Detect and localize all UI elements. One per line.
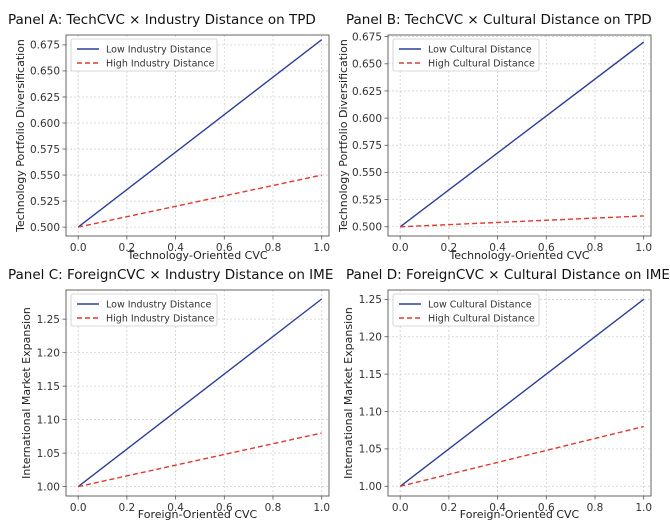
y-tick-label: 0.600: [352, 113, 382, 125]
x-tick-label: 0.8: [587, 242, 604, 254]
low-distance-line: [399, 298, 645, 487]
y-tick-label: 0.650: [30, 66, 60, 78]
x-axis-label: Technology-Oriented CVC: [126, 249, 267, 262]
y-tick-label: 1.20: [37, 347, 60, 359]
y-tick-label: 1.20: [359, 332, 382, 344]
x-tick-label: 1.0: [635, 242, 652, 254]
panel-b-title: Panel B: TechCVC × Cultural Distance on …: [346, 12, 652, 28]
y-tick-label: 0.675: [30, 40, 60, 52]
x-tick-label: 0.6: [538, 242, 555, 254]
y-axis-label: Technology Portfolio Diversification: [14, 39, 27, 233]
x-tick-label: 0.2: [441, 502, 458, 514]
high-distance-line: [78, 432, 322, 488]
x-tick-label: 0.8: [265, 242, 282, 254]
x-tick-label: 0.6: [538, 502, 555, 514]
x-tick-label: 0.0: [70, 242, 87, 254]
legend-box: [392, 38, 540, 72]
x-tick-label: 0.2: [441, 242, 458, 254]
legend-label: Low Cultural Distance: [428, 45, 532, 56]
x-tick-label: 0.0: [392, 242, 409, 254]
y-tick-label: 0.575: [352, 140, 382, 152]
y-tick-label: 1.15: [37, 381, 60, 393]
x-axis-label: Foreign-Oriented CVC: [138, 508, 258, 521]
legend-label: High Cultural Distance: [428, 59, 535, 70]
plot-frame: [65, 34, 330, 237]
y-tick-label: 0.525: [352, 194, 382, 206]
plot-frame: [387, 34, 652, 237]
x-axis-label: Technology-Oriented CVC: [448, 249, 589, 262]
y-tick-label: 1.05: [359, 444, 382, 456]
panel-b: Panel B: TechCVC × Cultural Distance on …: [337, 12, 652, 262]
legend: Low Industry Distance High Industry Dista…: [70, 293, 218, 327]
y-tick-label: 0.550: [352, 167, 382, 179]
y-tick-label: 1.00: [37, 481, 60, 493]
legend-label: High Industry Distance: [106, 314, 215, 325]
x-tick-label: 0.2: [119, 242, 136, 254]
panel-d: Panel D: ForeignCVC × Cultural Distance …: [342, 267, 670, 521]
low-distance-line: [399, 41, 645, 228]
x-tick-label: 0.6: [216, 502, 233, 514]
y-tick-label: 0.525: [30, 196, 60, 208]
plot-frame: [387, 289, 652, 497]
y-tick-label: 0.600: [30, 118, 60, 130]
legend-box: [70, 293, 218, 327]
y-tick-label: 1.25: [37, 314, 60, 326]
low-distance-line: [77, 39, 323, 228]
legend-box: [70, 38, 218, 72]
plot-frame: [65, 289, 330, 497]
y-tick-label: 0.550: [30, 170, 60, 182]
x-tick-label: 0.4: [167, 502, 184, 514]
high-distance-line: [400, 215, 644, 228]
x-tick-label: 1.0: [313, 502, 330, 514]
panel-c-title: Panel C: ForeignCVC × Industry Distance …: [8, 267, 333, 283]
x-tick-label: 1.0: [313, 242, 330, 254]
x-tick-label: 0.4: [167, 242, 184, 254]
legend-label: High Cultural Distance: [428, 314, 535, 325]
x-tick-label: 1.0: [635, 502, 652, 514]
y-tick-label: 0.650: [352, 59, 382, 71]
y-tick-label: 1.05: [37, 448, 60, 460]
legend: Low Industry Distance High Industry Dista…: [70, 38, 218, 72]
low-distance-line: [77, 298, 323, 488]
y-tick-label: 0.575: [30, 144, 60, 156]
legend-label: High Industry Distance: [106, 59, 215, 70]
panel-a: Panel A: TechCVC × Industry Distance on …: [8, 12, 330, 262]
y-axis-label: International Market Expansion: [342, 307, 355, 479]
panel-d-title: Panel D: ForeignCVC × Cultural Distance …: [346, 267, 670, 283]
y-axis-label: International Market Expansion: [20, 307, 33, 479]
y-tick-label: 1.10: [37, 414, 60, 426]
x-tick-label: 0.0: [392, 502, 409, 514]
x-tick-label: 0.6: [216, 242, 233, 254]
x-tick-label: 0.0: [70, 502, 87, 514]
x-tick-label: 0.8: [587, 502, 604, 514]
high-distance-line: [78, 174, 322, 228]
legend-label: Low Industry Distance: [106, 300, 212, 311]
legend: Low Cultural Distance High Cultural Dista…: [392, 293, 540, 327]
x-tick-label: 0.4: [489, 502, 506, 514]
y-axis-label: Technology Portfolio Diversification: [337, 39, 350, 233]
y-tick-label: 1.00: [359, 481, 382, 493]
y-tick-label: 0.625: [352, 86, 382, 98]
legend: Low Cultural Distance High Cultural Dista…: [392, 38, 540, 72]
x-tick-label: 0.2: [119, 502, 136, 514]
legend-box: [392, 293, 540, 327]
panel-c: Panel C: ForeignCVC × Industry Distance …: [8, 267, 333, 521]
x-tick-label: 0.8: [265, 502, 282, 514]
x-axis-label: Foreign-Oriented CVC: [460, 508, 580, 521]
panel-a-title: Panel A: TechCVC × Industry Distance on …: [8, 12, 316, 28]
legend-label: Low Cultural Distance: [428, 300, 532, 311]
y-tick-label: 0.500: [30, 222, 60, 234]
y-tick-label: 1.10: [359, 406, 382, 418]
high-distance-line: [400, 425, 644, 487]
y-tick-label: 0.500: [352, 222, 382, 234]
y-tick-label: 0.675: [352, 31, 382, 43]
legend-label: Low Industry Distance: [106, 45, 212, 56]
x-tick-label: 0.4: [489, 242, 506, 254]
y-tick-label: 1.15: [359, 369, 382, 381]
y-tick-label: 0.625: [30, 92, 60, 104]
y-tick-label: 1.25: [359, 294, 382, 306]
